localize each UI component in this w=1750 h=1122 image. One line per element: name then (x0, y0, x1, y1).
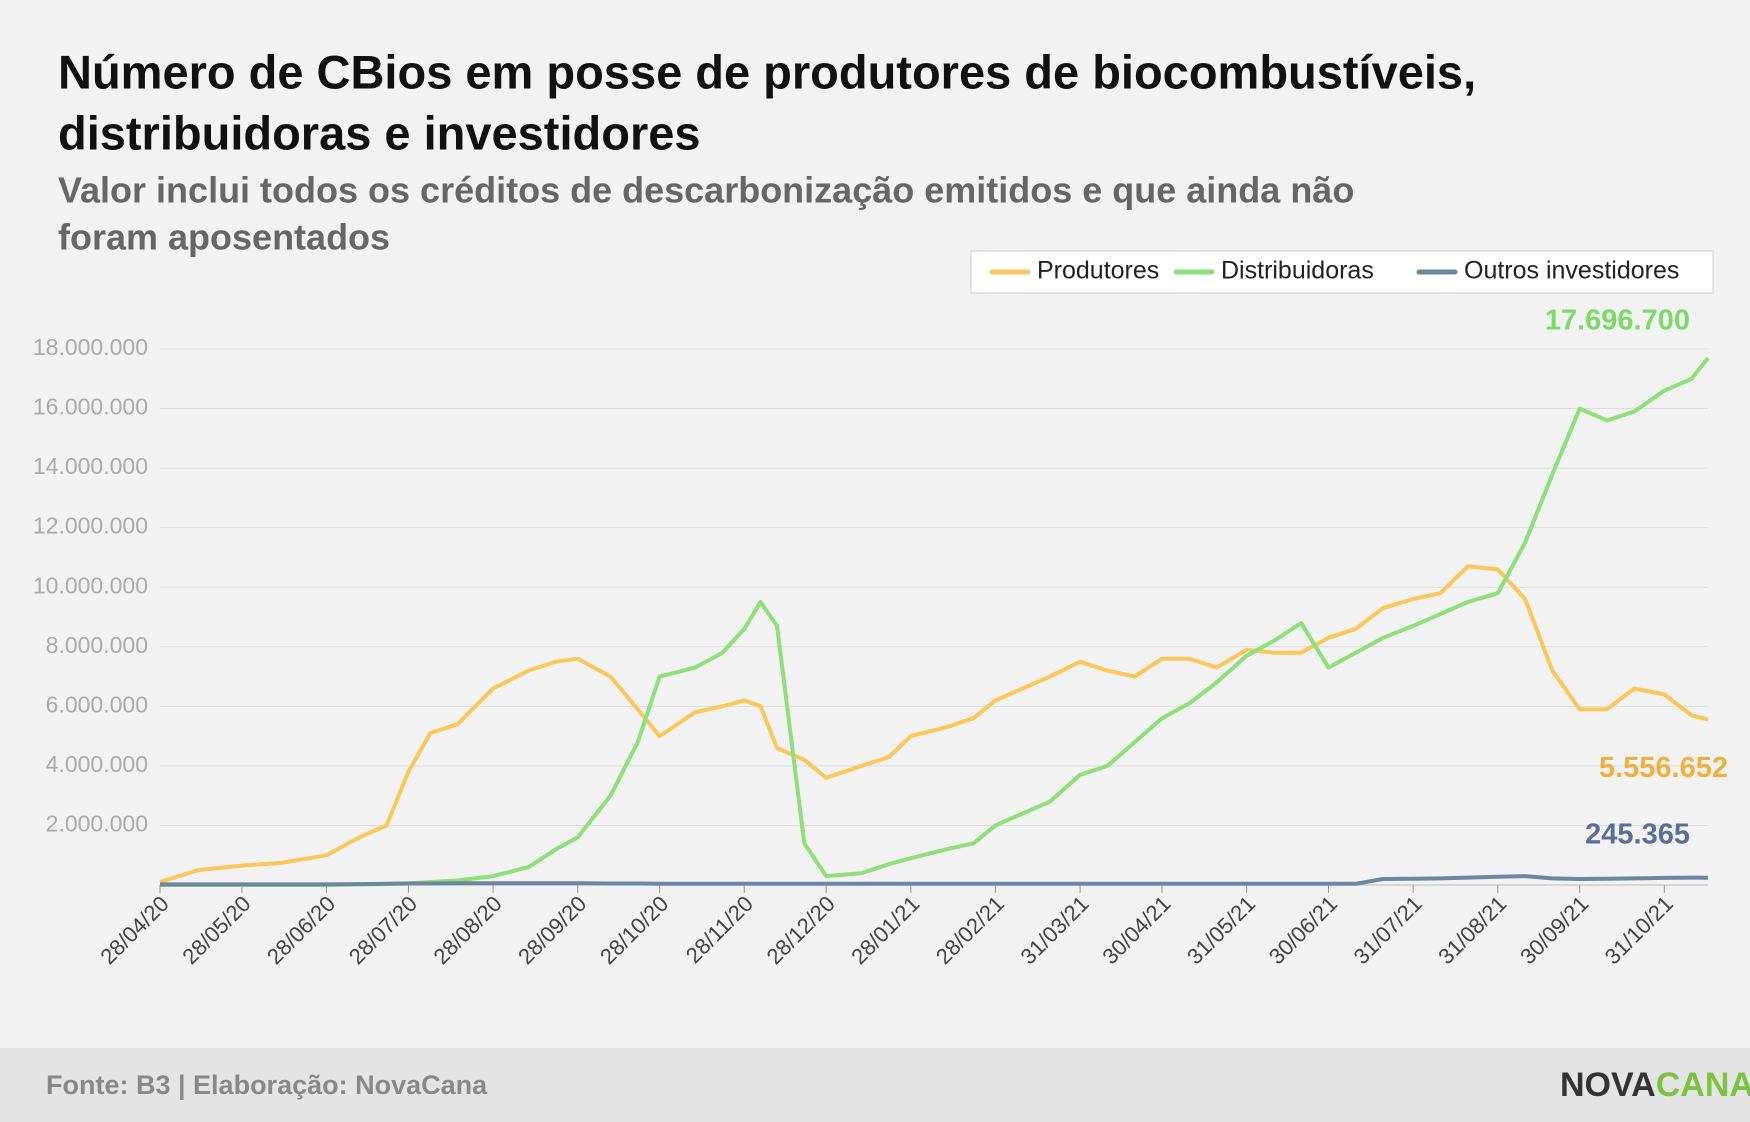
chart-title: distribuidoras e investidores (58, 106, 701, 159)
logo-part: NOVA (1560, 1066, 1656, 1104)
y-tick-label: 16.000.000 (33, 394, 148, 420)
legend-label: Outros investidores (1464, 257, 1679, 285)
y-tick-label: 12.000.000 (33, 513, 148, 539)
series-line (159, 564, 1709, 884)
y-tick-label: 4.000.000 (46, 751, 148, 777)
subtitle: foram aposentados (58, 217, 390, 258)
end-label: 5.556.652 (1599, 752, 1728, 784)
y-tick-label: 14.000.000 (33, 453, 148, 479)
legend-label: Produtores (1037, 257, 1159, 285)
y-tick-label: 10.000.000 (33, 572, 148, 598)
footer (0, 1048, 1750, 1122)
logo: NOVACANA (1560, 1066, 1750, 1104)
logo-part: CANA (1656, 1066, 1750, 1104)
legend (970, 250, 1714, 294)
y-tick-label: 18.000.000 (33, 334, 148, 360)
series-line (160, 874, 1709, 887)
subtitle: Valor inclui todos os créditos de descar… (58, 170, 1354, 211)
end-label: 17.696.700 (1545, 305, 1690, 337)
end-label: 245.365 (1585, 818, 1690, 850)
chart-title: Número de CBios em posse de produtores d… (58, 45, 1476, 98)
y-tick-label: 2.000.000 (46, 811, 148, 837)
source: Fonte: B3 | Elaboração: NovaCana (46, 1070, 488, 1100)
y-tick-label: 6.000.000 (46, 691, 148, 717)
y-tick-label: 8.000.000 (46, 632, 148, 658)
series-line (160, 356, 1710, 887)
legend-label: Distribuidoras (1221, 257, 1374, 285)
